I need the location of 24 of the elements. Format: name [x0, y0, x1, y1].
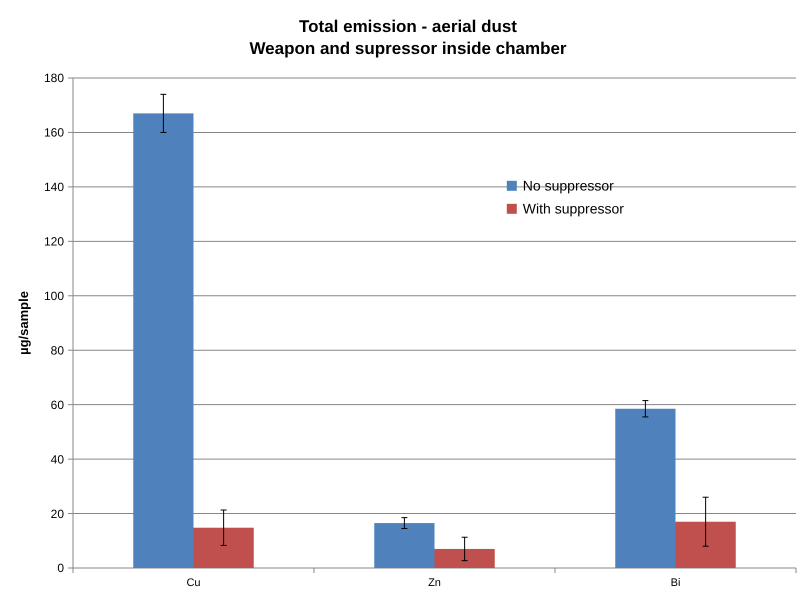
y-tick-label: 120: [44, 234, 64, 249]
y-axis-title: µg/sample: [16, 291, 31, 355]
y-tick-label: 100: [44, 288, 64, 303]
y-tick-label: 180: [44, 71, 64, 86]
legend-label: No suppressor: [522, 178, 614, 194]
y-tick-label: 60: [50, 398, 64, 412]
y-tick-label: 20: [50, 506, 64, 521]
y-tick-label: 0: [57, 561, 64, 576]
bar: [615, 408, 676, 568]
y-tick-label: 80: [50, 343, 64, 358]
chart-title: Total emission - aerial dust: [299, 17, 518, 36]
bar: [194, 528, 254, 568]
x-tick-label: Bi: [670, 577, 680, 589]
bar: [676, 522, 736, 568]
bar: [133, 113, 194, 568]
y-tick-label: 160: [44, 126, 64, 140]
x-tick-label: Cu: [186, 577, 201, 589]
bar: [374, 523, 434, 568]
legend-label: With suppressor: [522, 200, 624, 217]
y-tick-label: 140: [44, 180, 64, 194]
chart-subtitle: Weapon and supressor inside chamber: [249, 39, 567, 58]
x-tick-label: Zn: [428, 577, 441, 589]
y-tick-label: 40: [50, 452, 64, 466]
bar: [434, 548, 495, 568]
